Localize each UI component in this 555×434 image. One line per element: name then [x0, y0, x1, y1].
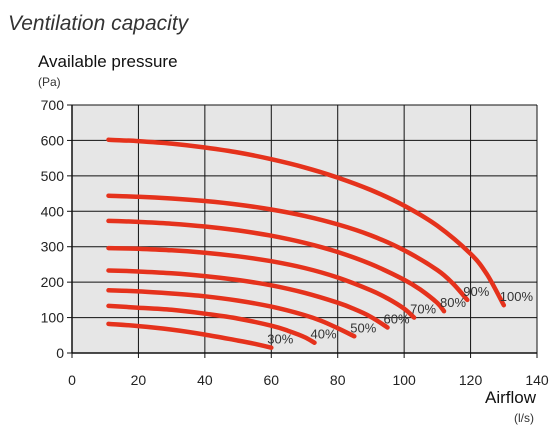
curve-50-pct	[106, 288, 357, 339]
y-tick-label: 700	[41, 97, 65, 113]
y-tick-label: 600	[41, 132, 65, 148]
curve-label: 60%	[384, 312, 410, 327]
curve-30-pct	[106, 321, 274, 350]
y-tick-label: 300	[41, 239, 65, 255]
x-tick-label: 60	[263, 372, 279, 388]
curve-label: 30%	[267, 332, 293, 347]
curve-60-pct	[106, 268, 390, 330]
x-tick-label: 120	[459, 372, 483, 388]
x-tick-label: 20	[131, 372, 147, 388]
x-tick-label: 0	[68, 372, 76, 388]
x-tick-label: 100	[392, 372, 416, 388]
curve-100-pct	[106, 137, 507, 308]
x-tick-label: 140	[525, 372, 549, 388]
x-tick-label: 40	[197, 372, 213, 388]
x-tick-label: 80	[330, 372, 346, 388]
chart-title: Ventilation capacity	[8, 12, 190, 35]
y-tick-label: 200	[41, 274, 65, 290]
curve-90-pct	[106, 193, 470, 303]
y-axis-label: Available pressure	[38, 52, 178, 71]
plot-area	[72, 105, 537, 353]
y-tick-label: 100	[41, 310, 65, 326]
curve-70-pct	[106, 245, 417, 320]
curves	[106, 137, 507, 350]
x-axis-label: Airflow	[485, 388, 537, 407]
curve-80-pct	[106, 218, 447, 314]
grid-lines	[72, 104, 538, 353]
curve-label: 40%	[311, 327, 337, 342]
curve-40-pct	[106, 303, 317, 345]
curve-label: 70%	[410, 302, 436, 317]
axes	[67, 104, 538, 358]
y-tick-label: 0	[56, 345, 64, 361]
curve-label: 80%	[440, 295, 466, 310]
curve-label: 100%	[500, 289, 534, 304]
curve-label: 90%	[463, 284, 489, 299]
y-axis-unit: (Pa)	[38, 75, 61, 89]
y-tick-label: 500	[41, 168, 65, 184]
curve-label: 50%	[350, 320, 376, 335]
x-axis-unit: (l/s)	[514, 411, 534, 425]
y-tick-label: 400	[41, 203, 65, 219]
curve-labels: 30% 40% 50% 60%70% 80%90% 100%	[267, 284, 533, 347]
tick-labels: 0 100 200 300 400 500 600 700 0 20 40 60 80 100 120 140	[41, 97, 549, 388]
